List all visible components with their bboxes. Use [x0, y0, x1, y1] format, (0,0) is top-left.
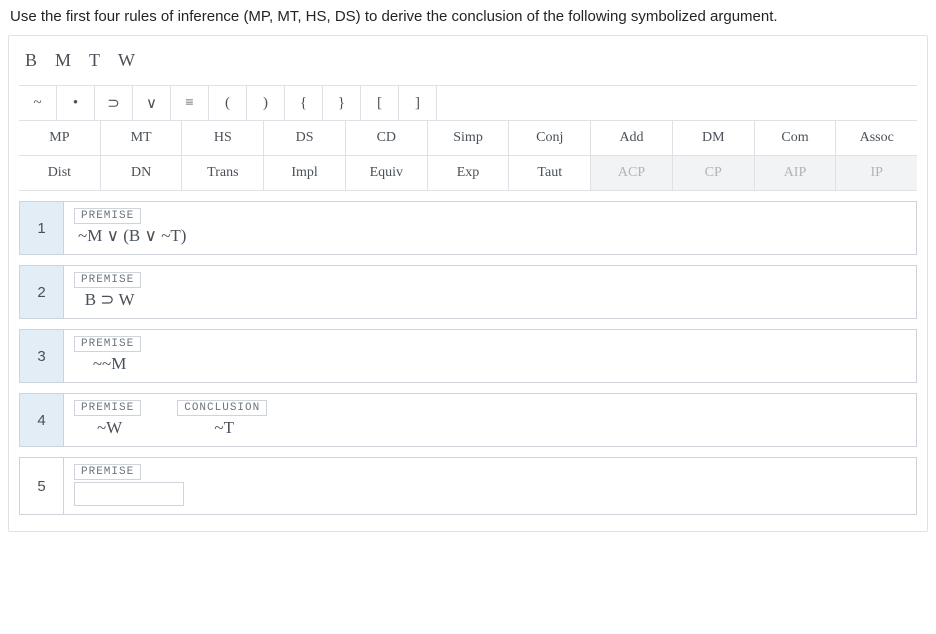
- rule-assoc[interactable]: Assoc: [836, 121, 917, 155]
- rule-aip: AIP: [755, 156, 837, 190]
- rule-ip: IP: [836, 156, 917, 190]
- line-body[interactable]: PREMISE: [63, 457, 917, 515]
- rule-add[interactable]: Add: [591, 121, 673, 155]
- line-body[interactable]: PREMISE ~~M: [63, 329, 917, 383]
- letter-W[interactable]: W: [118, 50, 135, 71]
- proof-line-4: 4 PREMISE ~W CONCLUSION ~T: [19, 393, 917, 447]
- rule-hs[interactable]: HS: [182, 121, 264, 155]
- expression-input[interactable]: [74, 482, 184, 506]
- sym-dot[interactable]: •: [57, 86, 95, 120]
- sym-lparen[interactable]: (: [209, 86, 247, 120]
- letter-T[interactable]: T: [89, 50, 100, 71]
- sym-tilde[interactable]: ~: [19, 86, 57, 120]
- rule-com[interactable]: Com: [755, 121, 837, 155]
- sym-equiv[interactable]: ≡: [171, 86, 209, 120]
- premise-tag: PREMISE: [74, 400, 141, 416]
- sym-rbrace[interactable]: }: [323, 86, 361, 120]
- proof-line-3: 3 PREMISE ~~M: [19, 329, 917, 383]
- expression: ~M ∨ (B ∨ ~T): [74, 226, 186, 246]
- letter-B[interactable]: B: [25, 50, 37, 71]
- expression: ~~M: [89, 354, 127, 374]
- rule-ds[interactable]: DS: [264, 121, 346, 155]
- expression: B ⊃ W: [81, 290, 135, 310]
- rule-dn[interactable]: DN: [101, 156, 183, 190]
- rule-exp[interactable]: Exp: [428, 156, 510, 190]
- rule-cp: CP: [673, 156, 755, 190]
- rule-simp[interactable]: Simp: [428, 121, 510, 155]
- proof-line-2: 2 PREMISE B ⊃ W: [19, 265, 917, 319]
- rule-equiv[interactable]: Equiv: [346, 156, 428, 190]
- rule-impl[interactable]: Impl: [264, 156, 346, 190]
- line-number: 4: [19, 393, 63, 447]
- line-body[interactable]: PREMISE ~W CONCLUSION ~T: [63, 393, 917, 447]
- proof-line-5: 5 PREMISE: [19, 457, 917, 515]
- rule-row-1: MP MT HS DS CD Simp Conj Add DM Com Asso…: [19, 120, 917, 155]
- premise-tag: PREMISE: [74, 336, 141, 352]
- sym-lbrace[interactable]: {: [285, 86, 323, 120]
- rule-cd[interactable]: CD: [346, 121, 428, 155]
- proof-line-1: 1 PREMISE ~M ∨ (B ∨ ~T): [19, 201, 917, 255]
- rule-dm[interactable]: DM: [673, 121, 755, 155]
- line-body[interactable]: PREMISE ~M ∨ (B ∨ ~T): [63, 201, 917, 255]
- line-number: 5: [19, 457, 63, 515]
- symbol-row: ~ • ⊃ ∨ ≡ ( ) { } [ ]: [19, 85, 917, 120]
- line-number: 2: [19, 265, 63, 319]
- letter-palette: B M T W: [19, 46, 917, 85]
- letter-M[interactable]: M: [55, 50, 71, 71]
- rule-taut[interactable]: Taut: [509, 156, 591, 190]
- prompt-text: Use the first four rules of inference (M…: [10, 8, 928, 25]
- rule-dist[interactable]: Dist: [19, 156, 101, 190]
- premise-tag: PREMISE: [74, 464, 141, 480]
- rule-mt[interactable]: MT: [101, 121, 183, 155]
- sym-horseshoe[interactable]: ⊃: [95, 86, 133, 120]
- proof-panel: B M T W ~ • ⊃ ∨ ≡ ( ) { } [ ] MP MT HS D…: [8, 35, 928, 532]
- sym-lbracket[interactable]: [: [361, 86, 399, 120]
- sym-vee[interactable]: ∨: [133, 86, 171, 120]
- conclusion-expression: ~T: [210, 418, 234, 438]
- expression: ~W: [93, 418, 122, 438]
- line-number: 1: [19, 201, 63, 255]
- premise-tag: PREMISE: [74, 208, 141, 224]
- line-body[interactable]: PREMISE B ⊃ W: [63, 265, 917, 319]
- sym-rparen[interactable]: ): [247, 86, 285, 120]
- premise-tag: PREMISE: [74, 272, 141, 288]
- rule-acp: ACP: [591, 156, 673, 190]
- conclusion-tag: CONCLUSION: [177, 400, 267, 416]
- rule-row-2: Dist DN Trans Impl Equiv Exp Taut ACP CP…: [19, 155, 917, 191]
- sym-rbracket[interactable]: ]: [399, 86, 437, 120]
- rule-trans[interactable]: Trans: [182, 156, 264, 190]
- rule-conj[interactable]: Conj: [509, 121, 591, 155]
- rule-mp[interactable]: MP: [19, 121, 101, 155]
- line-number: 3: [19, 329, 63, 383]
